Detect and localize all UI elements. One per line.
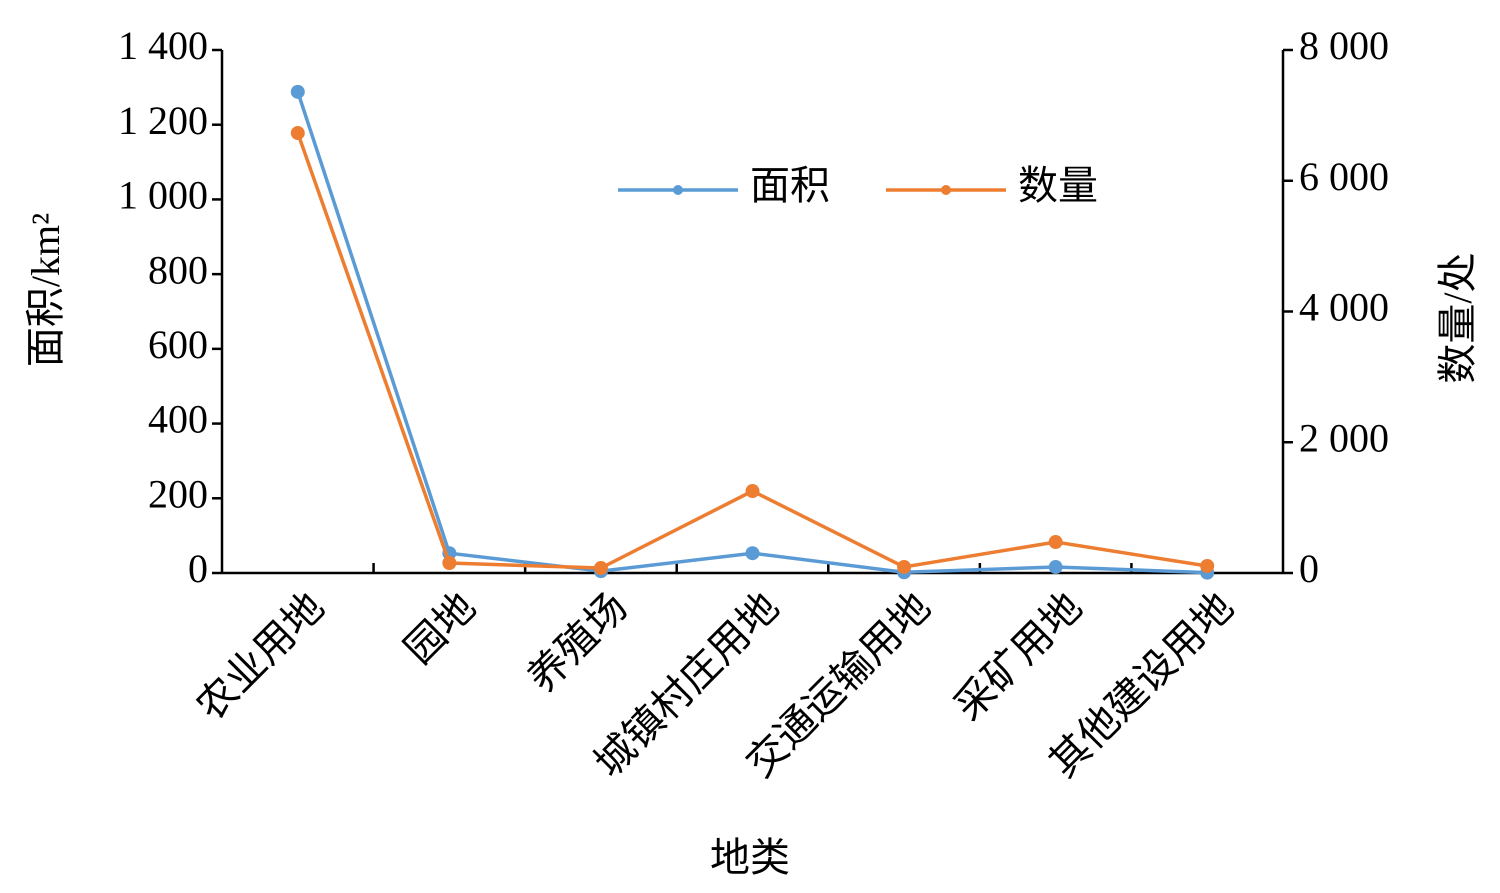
point xyxy=(442,555,457,570)
y-tick-label: 0 xyxy=(188,546,208,591)
y2-tick-label: 4 000 xyxy=(1299,285,1389,330)
point xyxy=(593,561,608,576)
y-tick-label: 800 xyxy=(148,247,208,292)
x-tick-label: 农业用地 xyxy=(188,584,333,729)
y2-axis-label: 数量/处 xyxy=(1435,252,1480,383)
y-tick-label: 600 xyxy=(148,322,208,367)
x-tick-label: 园地 xyxy=(396,584,484,672)
point xyxy=(897,559,912,574)
y-tick-label: 1 200 xyxy=(118,98,208,143)
y2-tick-label: 0 xyxy=(1299,546,1319,591)
legend-label: 数量 xyxy=(1018,163,1098,208)
legend-marker xyxy=(941,185,951,195)
point xyxy=(1200,559,1215,574)
x-tick-label: 采矿用地 xyxy=(946,584,1091,729)
y-axis-label: 面积/km² xyxy=(23,213,68,367)
point xyxy=(745,546,760,561)
legend-label: 面积 xyxy=(750,163,830,208)
x-axis-label: 地类 xyxy=(710,835,790,880)
y-tick-label: 200 xyxy=(148,471,208,516)
point xyxy=(1048,560,1063,575)
y2-tick-label: 8 000 xyxy=(1299,23,1389,68)
point xyxy=(290,84,305,99)
legend-marker xyxy=(673,185,683,195)
y-tick-label: 400 xyxy=(148,397,208,442)
y2-tick-label: 2 000 xyxy=(1299,415,1389,460)
point xyxy=(1048,535,1063,550)
y-tick-label: 1 400 xyxy=(118,23,208,68)
x-tick-label: 养殖场 xyxy=(519,584,636,701)
y2-tick-label: 6 000 xyxy=(1299,154,1389,199)
y-tick-label: 1 000 xyxy=(118,173,208,218)
point xyxy=(290,126,305,141)
point xyxy=(745,484,760,499)
